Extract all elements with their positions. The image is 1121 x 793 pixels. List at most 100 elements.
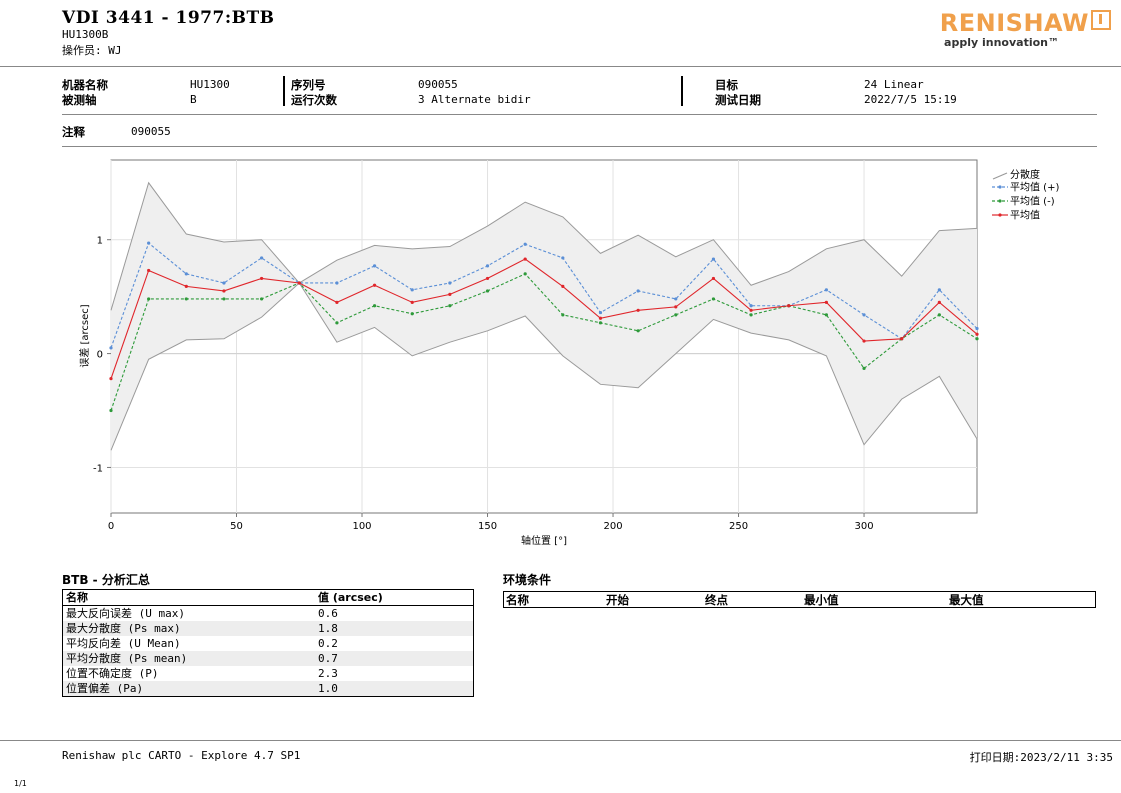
data-point [448, 292, 452, 296]
note-divider [62, 146, 1097, 147]
machine-code: HU1300B [62, 28, 109, 41]
summary-row: 最大分散度 (Ps max) 1.8 [63, 621, 473, 636]
serial-value: 090055 [418, 78, 458, 91]
info-separator-2 [681, 76, 683, 106]
info-divider [62, 114, 1097, 115]
y-tick-label: -1 [93, 463, 103, 474]
data-point [147, 268, 151, 273]
data-point [674, 305, 678, 309]
data-point [109, 408, 113, 413]
software-version: Renishaw plc CARTO - Explore 4.7 SP1 [62, 749, 301, 762]
data-point [222, 281, 226, 285]
data-point [937, 313, 941, 317]
env-col-start: 开始 [606, 593, 629, 607]
logo-tagline: apply innovation™ [944, 36, 1059, 49]
data-point [410, 300, 414, 304]
y-tick-label: 1 [97, 236, 103, 247]
x-tick-label: 100 [352, 521, 371, 532]
summary-row: 平均反向差 (U Mean) 0.2 [63, 636, 473, 651]
tick-labels: -1 0 1 0 50 100 150 200 250 300 [93, 236, 874, 532]
data-point [297, 281, 301, 285]
series-line [110, 242, 978, 349]
legend-marker [998, 199, 1002, 203]
error-chart: -1 0 1 0 50 100 150 200 250 300 轴位置 [°] 误差 [arcse… [78, 159, 1059, 547]
serial-label: 序列号 [291, 78, 326, 92]
data-point [372, 283, 377, 287]
data-point [485, 264, 490, 268]
summary-row: 最大反向误差 (U max) 0.6 [63, 606, 473, 622]
data-point [523, 242, 527, 246]
data-point [674, 297, 678, 301]
data-point [824, 313, 828, 317]
target-label: 目标 [715, 78, 738, 92]
data-point [561, 313, 565, 317]
legend-dispersion-swatch [992, 172, 1008, 180]
data-point [184, 297, 188, 301]
legend-label: 平均值 (-) [1010, 195, 1055, 208]
data-point [674, 313, 678, 317]
page-number: 1/1 [14, 779, 27, 788]
data-point [975, 337, 979, 341]
logo-text: RENISHAW [939, 9, 1089, 37]
data-point [372, 304, 377, 308]
data-point [260, 276, 264, 281]
data-point [372, 264, 377, 268]
data-point [636, 289, 640, 293]
data-point [184, 284, 188, 288]
data-point [523, 272, 527, 276]
data-point [711, 257, 716, 261]
summary-row-name: 平均分散度 (Ps mean) [63, 651, 315, 666]
data-point [335, 300, 339, 304]
runs-value: 3 Alternate bidir [418, 93, 531, 106]
data-point [937, 300, 941, 304]
dispersion-upper-line [110, 181, 978, 311]
data-point [824, 300, 828, 304]
data-point [711, 276, 716, 281]
target-value: 24 Linear [864, 78, 924, 91]
legend-label: 平均值 (+) [1010, 181, 1059, 194]
x-tick-label: 50 [230, 521, 243, 532]
legend-dispersion-label: 分散度 [1010, 168, 1040, 181]
report-title: VDI 3441 - 1977:BTB [62, 8, 275, 28]
machine-name-label: 机器名称 [62, 78, 108, 92]
dispersion-lower-line [110, 282, 978, 451]
data-point [410, 312, 414, 316]
series-group [109, 241, 979, 413]
env-col-end: 终点 [705, 593, 728, 607]
machine-name-value: HU1300 [190, 78, 230, 91]
axis-value: B [190, 93, 197, 106]
data-point [448, 304, 452, 308]
data-point [975, 332, 979, 336]
runs-label: 运行次数 [291, 93, 337, 107]
data-point [862, 313, 866, 317]
data-point [862, 366, 866, 370]
chart-legend: 分散度 平均值 (+)平均值 (-)平均值 [992, 168, 1059, 222]
axis-label: 被测轴 [62, 93, 97, 107]
data-point [975, 326, 979, 331]
y-tick-label: 0 [97, 350, 103, 361]
data-point [598, 321, 603, 325]
data-point [335, 281, 339, 285]
data-point [109, 377, 113, 381]
summary-row-name: 最大反向误差 (U max) [66, 607, 185, 620]
data-point [711, 297, 716, 301]
env-col-max: 最大值 [949, 593, 984, 607]
print-date: 打印日期:2023/2/11 3:35 [969, 751, 1113, 764]
data-point [222, 289, 226, 293]
summary-row-value: 0.7 [315, 651, 473, 666]
summary-title: BTB - 分析汇总 [62, 573, 150, 587]
data-point [523, 257, 527, 261]
data-point [448, 281, 452, 285]
summary-row-value: 0.2 [318, 637, 338, 650]
summary-row-value: 2.3 [318, 667, 338, 680]
data-point [260, 256, 264, 260]
date-label: 测试日期 [715, 93, 761, 107]
data-point [147, 241, 151, 245]
data-point [749, 313, 753, 317]
summary-row-name: 位置偏差 (Pa) [63, 681, 315, 696]
data-point [824, 288, 828, 292]
dispersion-band [111, 182, 977, 451]
summary-row-value: 1.0 [315, 681, 473, 696]
environment-table: 名称 开始 终点 最小值 最大值 [503, 591, 1096, 608]
x-tick-label: 150 [478, 521, 497, 532]
